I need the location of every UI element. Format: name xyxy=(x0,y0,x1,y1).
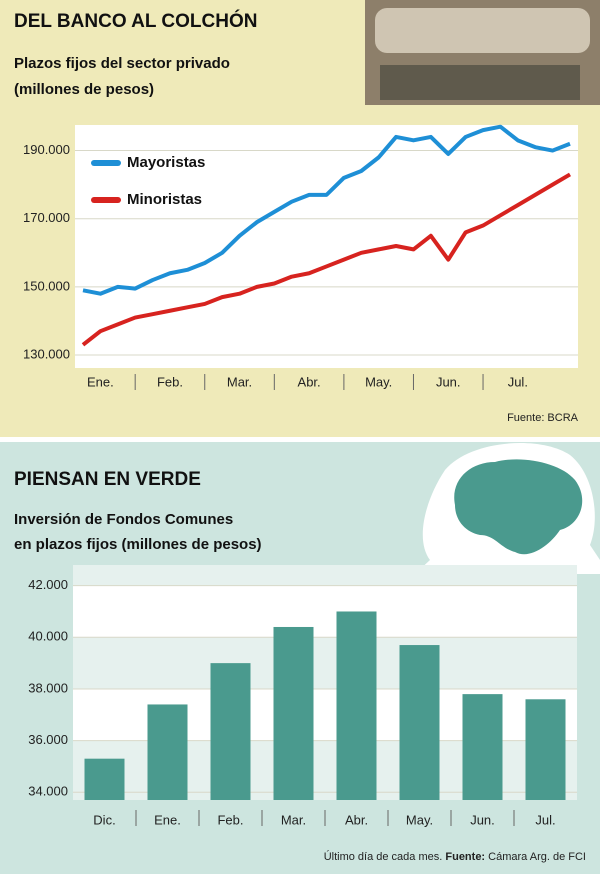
series-line xyxy=(82,124,571,296)
bar xyxy=(273,626,314,800)
y-tick-label: 38.000 xyxy=(28,680,68,695)
y-tick-label: 36.000 xyxy=(28,732,68,747)
y-tick-label: 150.000 xyxy=(23,278,70,293)
x-tick-label: Jul. xyxy=(508,374,528,389)
x-tick-label: Ene. xyxy=(87,374,114,389)
y-tick-label: 42.000 xyxy=(28,577,68,592)
subtitle: Plazos fijos del sector privado xyxy=(14,55,230,72)
x-tick-label: Feb. xyxy=(157,374,183,389)
y-tick-label: 130.000 xyxy=(23,346,70,361)
y-tick-label: 34.000 xyxy=(28,784,68,799)
bar xyxy=(462,694,503,800)
y-tick-label: 170.000 xyxy=(23,210,70,225)
grid-band xyxy=(73,585,577,638)
x-tick-label: Abr. xyxy=(345,812,368,827)
title: DEL BANCO AL COLCHÓN xyxy=(14,10,257,32)
x-tick-label: Mar. xyxy=(227,374,252,389)
x-tick-label: Ene. xyxy=(154,812,181,827)
legend-label: Minoristas xyxy=(127,191,202,208)
x-tick-label: Dic. xyxy=(93,812,115,827)
title: PIENSAN EN VERDE xyxy=(14,469,201,490)
subtitle: (millones de pesos) xyxy=(14,81,154,98)
bar xyxy=(399,645,440,800)
x-tick-label: Jun. xyxy=(470,812,495,827)
note: Último día de cada mes. xyxy=(324,850,443,863)
x-tick-label: May. xyxy=(406,812,433,827)
x-tick-label: Jun. xyxy=(436,374,461,389)
bar xyxy=(147,704,188,800)
x-tick-label: Abr. xyxy=(298,374,321,389)
divider xyxy=(0,437,600,442)
bar xyxy=(210,663,251,800)
bar xyxy=(525,699,566,800)
source: Cámara Arg. de FCI xyxy=(488,851,586,863)
photo-money xyxy=(380,65,580,100)
bar xyxy=(336,611,377,800)
source-label: Fuente: xyxy=(445,851,485,863)
x-tick-label: Mar. xyxy=(281,812,306,827)
x-tick-label: May. xyxy=(365,374,392,389)
footnote: Último día de cada mes. Fuente: Cámara A… xyxy=(324,850,586,863)
x-tick-label: Jul. xyxy=(535,812,555,827)
photo-pillow xyxy=(375,8,590,53)
subtitle: en plazos fijos (millones de pesos) xyxy=(14,536,262,553)
series-line xyxy=(81,172,572,347)
y-tick-label: 190.000 xyxy=(23,142,70,157)
legend-label: Mayoristas xyxy=(127,154,205,171)
subtitle: Inversión de Fondos Comunes xyxy=(14,511,233,528)
y-tick-label: 40.000 xyxy=(28,629,68,644)
bar xyxy=(84,758,125,800)
plot-area xyxy=(75,125,578,368)
source: Fuente: BCRA xyxy=(507,412,579,424)
brain xyxy=(454,459,583,555)
x-tick-label: Feb. xyxy=(217,812,243,827)
